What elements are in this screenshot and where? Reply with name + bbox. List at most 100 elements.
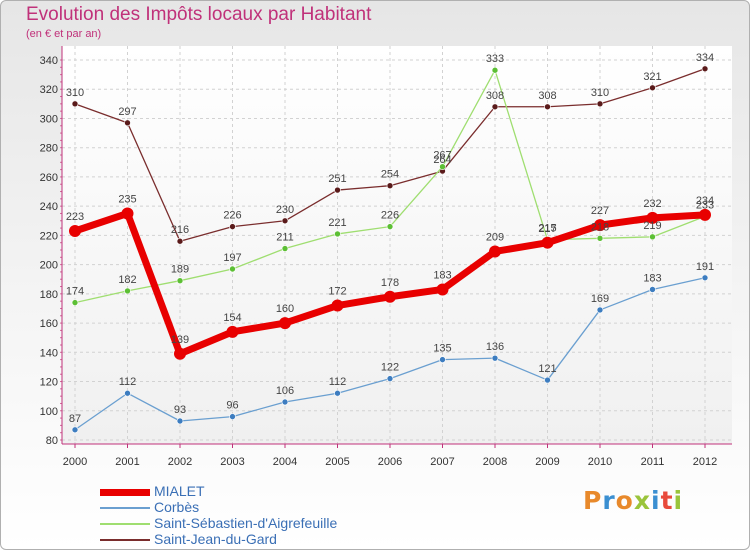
data-label: 139 [171, 334, 189, 346]
data-label: 121 [538, 363, 556, 375]
data-point [439, 163, 446, 170]
data-point [331, 299, 344, 312]
data-label: 174 [66, 286, 84, 298]
data-point [71, 426, 79, 434]
data-label: 233 [696, 199, 714, 211]
x-tick-label: 2011 [641, 456, 665, 468]
y-tick-label: 120 [40, 377, 58, 389]
data-label: 267 [433, 150, 451, 162]
y-tick-label: 300 [40, 113, 58, 125]
data-label: 334 [696, 52, 714, 64]
data-point [491, 103, 499, 111]
x-tick-label: 2010 [588, 456, 612, 468]
data-label: 169 [591, 293, 609, 305]
data-point [334, 186, 341, 194]
legend-label: Saint-Jean-du-Gard [154, 531, 277, 547]
x-tick-label: 2000 [63, 456, 87, 468]
data-label: 209 [486, 231, 504, 243]
data-label: 106 [276, 385, 294, 397]
data-label: 96 [226, 400, 238, 412]
y-tick-label: 100 [40, 406, 58, 418]
data-label: 191 [696, 261, 714, 273]
data-point [649, 233, 656, 241]
series-mialet [69, 207, 711, 360]
data-label: 308 [486, 90, 504, 102]
data-point [439, 356, 446, 363]
data-point [279, 317, 291, 330]
x-tick-label: 2009 [535, 456, 559, 468]
data-point [386, 223, 394, 230]
data-label: 135 [433, 343, 451, 355]
y-tick-label: 220 [40, 230, 58, 242]
data-point [596, 235, 604, 242]
data-label: 223 [66, 211, 84, 223]
y-tick-label: 180 [40, 289, 58, 301]
data-label: 310 [66, 87, 84, 99]
data-label: 254 [381, 169, 399, 181]
legend-label: MIALET [154, 483, 205, 499]
data-label: 217 [538, 223, 556, 235]
plot-area [62, 46, 732, 444]
data-point [229, 223, 236, 230]
data-label: 333 [486, 53, 504, 65]
data-point [124, 287, 131, 295]
data-label: 310 [591, 87, 609, 99]
data-point [541, 236, 554, 249]
data-label: 172 [328, 286, 346, 298]
data-point [491, 354, 499, 362]
x-tick-label: 2003 [220, 456, 244, 468]
data-label: 234 [696, 195, 714, 207]
data-point [71, 100, 79, 108]
y-tick-label: 340 [40, 55, 58, 67]
data-label: 219 [643, 220, 661, 232]
data-label: 226 [381, 210, 399, 222]
legend-label: Corbès [154, 499, 200, 515]
data-point [649, 286, 656, 293]
data-label: 136 [486, 341, 504, 353]
data-point [596, 306, 604, 314]
data-label: 183 [433, 269, 451, 281]
legend-swatch [100, 488, 150, 496]
data-label: 211 [276, 232, 294, 244]
data-point [701, 274, 709, 282]
data-point [124, 119, 131, 127]
data-point [229, 265, 236, 273]
data-label: 122 [381, 362, 399, 374]
data-label: 218 [591, 221, 609, 233]
data-point [281, 217, 289, 225]
data-point [226, 325, 239, 338]
data-point [491, 66, 499, 74]
logo-letter: t [660, 486, 674, 515]
data-point [701, 65, 709, 73]
x-tick-label: 2002 [168, 456, 192, 468]
data-label: 112 [329, 376, 347, 388]
data-point [386, 182, 394, 189]
logo-letter: i [651, 486, 661, 515]
y-tick-label: 200 [40, 260, 58, 272]
y-tick-label: 80 [46, 435, 58, 447]
data-point [174, 347, 186, 360]
data-point [176, 417, 184, 425]
data-label: 183 [643, 272, 661, 284]
data-label: 226 [223, 210, 241, 222]
data-label: 189 [171, 264, 189, 276]
data-point [489, 245, 501, 258]
data-label: 178 [381, 277, 399, 289]
data-label: 154 [223, 312, 241, 324]
data-label: 251 [328, 173, 346, 185]
data-label: 182 [118, 274, 136, 286]
proxiti-logo: Proxiti [583, 486, 683, 515]
series-corbes [71, 274, 709, 434]
data-label: 321 [643, 71, 661, 83]
logo-letter: x [633, 486, 651, 515]
data-label: 215 [538, 223, 556, 235]
y-tick-label: 240 [40, 201, 58, 213]
x-tick-label: 2005 [325, 456, 349, 468]
data-label: 160 [276, 303, 294, 315]
y-tick-label: 280 [40, 143, 58, 155]
data-label: 227 [591, 205, 609, 217]
data-point [384, 290, 396, 303]
data-label: 93 [174, 404, 186, 416]
legend-label: Saint-Sébastien-d'Aigrefeuille [154, 515, 338, 531]
